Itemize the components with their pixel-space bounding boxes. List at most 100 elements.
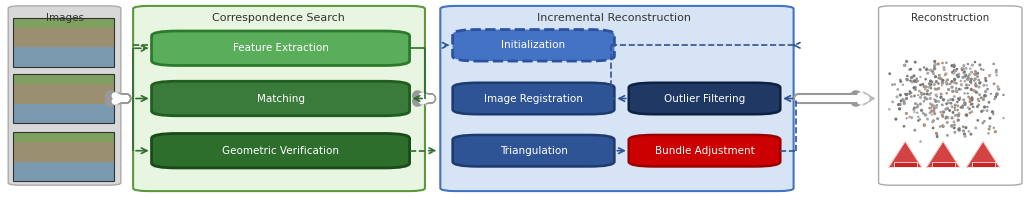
FancyBboxPatch shape — [8, 6, 121, 185]
Point — [946, 120, 963, 123]
Point — [961, 77, 977, 80]
Point — [912, 96, 929, 99]
Point — [909, 79, 926, 83]
Point — [961, 75, 977, 78]
Point — [944, 71, 961, 74]
Point — [947, 109, 964, 112]
Point — [920, 89, 936, 92]
Point — [987, 95, 1004, 98]
Point — [909, 111, 926, 114]
Point — [965, 102, 981, 105]
Polygon shape — [797, 95, 863, 102]
FancyBboxPatch shape — [152, 81, 410, 116]
Point — [955, 98, 972, 101]
Point — [978, 79, 994, 82]
Point — [959, 92, 976, 95]
Point — [968, 126, 984, 129]
Point — [985, 62, 1001, 66]
Point — [895, 83, 911, 86]
Point — [949, 104, 966, 107]
FancyBboxPatch shape — [13, 104, 114, 123]
Point — [928, 99, 944, 102]
Point — [944, 124, 961, 127]
FancyBboxPatch shape — [879, 6, 1022, 185]
Point — [926, 83, 942, 86]
Point — [922, 107, 938, 110]
Point — [936, 66, 952, 69]
Point — [970, 98, 986, 101]
Point — [936, 98, 952, 101]
Point — [936, 68, 952, 71]
Point — [946, 63, 963, 67]
Point — [961, 108, 977, 111]
Point — [972, 63, 988, 66]
Point — [974, 110, 990, 113]
Point — [911, 118, 928, 121]
Point — [916, 85, 933, 88]
Point — [964, 110, 980, 113]
FancyBboxPatch shape — [13, 18, 114, 28]
Point — [995, 93, 1012, 97]
Point — [908, 80, 925, 83]
Point — [951, 98, 968, 101]
Point — [934, 84, 950, 87]
Point — [958, 83, 975, 86]
Point — [964, 96, 980, 99]
Point — [923, 83, 939, 86]
Point — [896, 100, 912, 103]
Point — [988, 71, 1005, 74]
Point — [929, 133, 945, 137]
Point — [939, 107, 955, 110]
Point — [967, 60, 983, 64]
Point — [912, 102, 929, 106]
Point — [944, 80, 961, 83]
Point — [929, 104, 945, 107]
Point — [975, 96, 991, 99]
Point — [931, 77, 947, 80]
Point — [972, 81, 988, 84]
Point — [958, 114, 975, 117]
Point — [957, 126, 974, 129]
Point — [925, 126, 941, 130]
Point — [987, 130, 1004, 133]
Point — [924, 113, 940, 116]
Point — [947, 70, 964, 73]
Point — [949, 73, 966, 77]
Point — [975, 122, 991, 125]
Point — [924, 80, 940, 83]
FancyBboxPatch shape — [133, 6, 425, 191]
Point — [892, 93, 908, 97]
Point — [971, 99, 987, 102]
FancyBboxPatch shape — [972, 162, 994, 167]
Point — [968, 84, 984, 87]
Point — [896, 64, 912, 67]
Point — [920, 98, 936, 101]
Point — [947, 103, 964, 107]
Point — [935, 125, 951, 128]
Point — [925, 121, 941, 124]
Point — [935, 98, 951, 101]
Point — [918, 113, 934, 116]
Point — [922, 111, 938, 114]
Point — [892, 103, 908, 106]
FancyBboxPatch shape — [152, 31, 410, 65]
Point — [975, 68, 991, 72]
Point — [938, 81, 954, 84]
Point — [973, 68, 989, 71]
Point — [945, 111, 962, 114]
Point — [956, 103, 973, 106]
Point — [919, 67, 935, 70]
Point — [967, 77, 983, 81]
Point — [990, 88, 1007, 91]
FancyBboxPatch shape — [13, 28, 114, 47]
Point — [927, 66, 943, 69]
Point — [939, 79, 955, 82]
Point — [945, 72, 962, 75]
Point — [924, 103, 940, 107]
Point — [979, 87, 995, 91]
Point — [989, 92, 1006, 95]
Point — [926, 110, 942, 113]
Point — [927, 87, 943, 91]
Point — [934, 103, 950, 106]
Point — [944, 85, 961, 89]
